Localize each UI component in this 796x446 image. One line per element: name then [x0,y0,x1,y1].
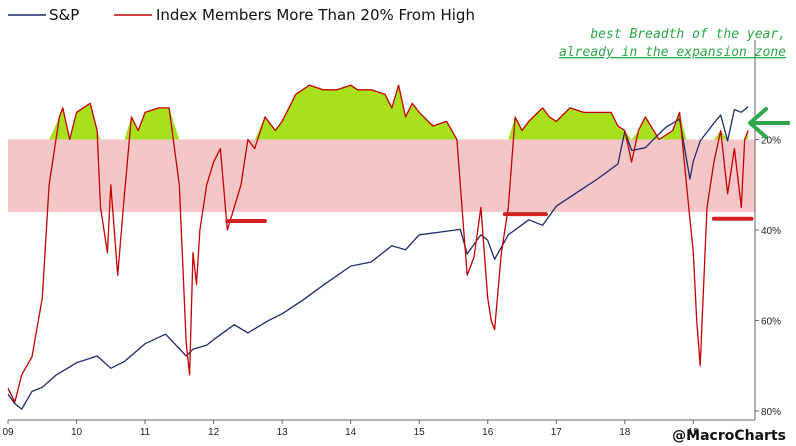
expansion-zone-band [8,139,755,212]
credit-label: @MacroCharts [672,428,786,444]
x-tick-label-10: 19 [688,427,700,438]
breadth-series-line [7,84,749,403]
annotation: best Breadth of the year, already in the… [559,27,790,139]
support-markers [225,212,754,223]
annotation-arrow-icon [748,107,790,139]
legend: S&P Index Members More Than 20% From Hig… [8,6,475,24]
x-tick-label-4: 13 [277,427,289,438]
expansion-fill [8,85,749,140]
annotation-line2: already in the expansion zone [559,45,786,60]
expansion-fill-areas [8,85,749,140]
y-tick-label-3: 80% [761,407,781,418]
x-tick-label-6: 15 [414,427,426,438]
y-tick-label-2: 60% [761,316,781,327]
legend-sp-label: S&P [49,6,79,24]
x-tick-label-0: 09 [2,427,14,438]
x-tick-label-1: 10 [71,427,83,438]
x-tick-label-8: 17 [551,427,563,438]
y-tick-label-0: 20% [761,136,781,147]
series-lines [7,84,749,410]
legend-breadth-label: Index Members More Than 20% From High [156,6,475,24]
zone-band-rect [8,139,755,212]
x-tick-label-3: 12 [208,427,220,438]
annotation-line1: best Breadth of the year, [590,27,786,42]
y-tick-label-1: 40% [761,226,781,237]
axes: 09 10 11 12 13 14 15 16 17 18 19 20% 40% 60% 80% [2,40,781,438]
x-tick-label-2: 11 [140,427,151,438]
x-tick-label-5: 14 [345,427,357,438]
x-tick-label-7: 16 [482,427,494,438]
x-tick-label-9: 18 [619,427,631,438]
